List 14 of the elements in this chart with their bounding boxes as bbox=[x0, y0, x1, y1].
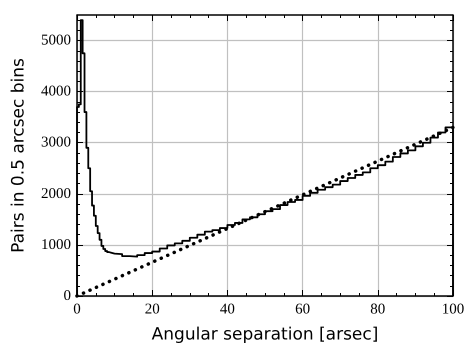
x-tick-label: 100 bbox=[442, 302, 464, 318]
y-tick-label: 5000 bbox=[41, 32, 71, 49]
x-tick-label: 20 bbox=[144, 302, 160, 318]
y-tick-label: 4000 bbox=[41, 84, 71, 100]
y-tick-label: 2000 bbox=[41, 186, 71, 202]
y-tick-label: 1000 bbox=[41, 236, 71, 253]
y-tick-label: 0 bbox=[64, 288, 71, 304]
x-tick-label: 60 bbox=[295, 302, 310, 318]
x-tick-label: 0 bbox=[73, 302, 81, 318]
x-tick-label: 40 bbox=[220, 302, 235, 318]
y-tick-label: 3000 bbox=[41, 134, 71, 151]
x-tick-label: 80 bbox=[370, 302, 386, 318]
x-axis-title: Angular separation [arsec] bbox=[152, 324, 378, 344]
y-axis-title: Pairs in 0.5 arcsec bins bbox=[8, 58, 28, 253]
